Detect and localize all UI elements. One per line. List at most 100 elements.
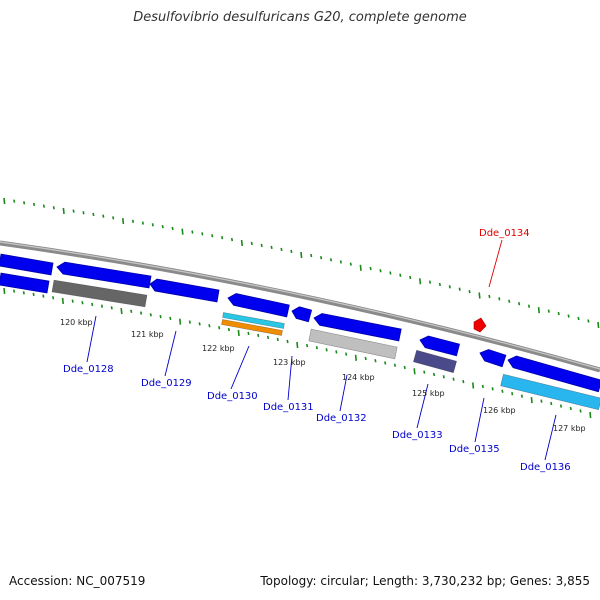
inner-tick (511, 392, 514, 396)
feature-bar-cyan (222, 312, 285, 329)
inner-tick (198, 322, 201, 326)
inner-tick (345, 352, 348, 356)
outer-tick (102, 214, 105, 218)
outer-tick (221, 236, 224, 240)
inner-tick (423, 370, 426, 374)
inner-tick (393, 363, 397, 367)
inner-tick (52, 296, 55, 300)
inner-tick (462, 379, 465, 384)
inner-tick (296, 341, 299, 349)
outer-tick (300, 251, 303, 259)
inner-tick (315, 346, 318, 350)
outer-tick (359, 264, 362, 271)
outer-tick (547, 309, 550, 313)
highlight-marker (473, 317, 487, 333)
inner-tick (550, 401, 553, 406)
outer-tick (597, 321, 600, 329)
gene-arrow (0, 272, 50, 294)
backbone-line (0, 240, 600, 373)
outer-tick (498, 297, 501, 301)
map-title: Desulfovibrio desulfuricans G20, complet… (133, 10, 467, 25)
inner-tick (559, 404, 563, 408)
outer-tick (3, 197, 6, 205)
outer-tick (201, 232, 204, 236)
outer-tick (508, 299, 511, 303)
inner-tick (12, 289, 16, 293)
feature-bar-lightblue (500, 373, 600, 411)
kbp-labels: 120 kbp 121 kbp 122 kbp 123 kbp 124 kbp 125 k… (60, 318, 586, 433)
gene-leader-line (86, 315, 97, 363)
gene-label: Dde_0130 (207, 391, 258, 402)
inner-tick (159, 314, 162, 319)
gene-leader-line (164, 330, 177, 377)
outer-tick (270, 245, 273, 250)
outer-tick (349, 262, 352, 266)
inner-tick (91, 302, 94, 307)
outer-tick (468, 289, 471, 294)
outer-tick (557, 311, 560, 316)
gene-labels: Dde_0128 Dde_0129 Dde_0130 Dde_0131Dde_0132… (63, 228, 571, 473)
gene-label: Dde_0132 (316, 413, 367, 424)
outer-tick (72, 209, 75, 213)
gene-label: Dde_0131 (263, 402, 314, 413)
outer-tick (339, 260, 342, 264)
inner-tick (276, 337, 279, 342)
outer-tick (567, 314, 570, 318)
kbp-label: 127 kbp (553, 424, 586, 433)
outer-tick (310, 253, 313, 258)
gene-arrow (149, 278, 220, 303)
kbp-label: 121 kbp (131, 330, 164, 339)
gene-arrow (313, 313, 402, 342)
gene-leader-line (287, 355, 293, 401)
outer-tick (587, 319, 590, 323)
gene-label: Dde_0128 (63, 364, 114, 375)
inner-tick (3, 287, 6, 295)
outer-tick (141, 221, 144, 225)
outer-tick (329, 258, 333, 262)
kbp-label: 124 kbp (342, 373, 375, 382)
outer-tick (191, 230, 194, 234)
inner-tick (481, 384, 484, 389)
gene-arrow (56, 261, 152, 289)
inner-tick (32, 292, 35, 297)
gene-label: Dde_0129 (141, 378, 192, 389)
inner-tick (110, 306, 113, 310)
outer-tick (419, 278, 422, 285)
outer-tick (458, 287, 461, 291)
kbp-label: 122 kbp (202, 344, 235, 353)
outer-tick (438, 282, 441, 287)
inner-tick (120, 308, 123, 315)
outer-tick (151, 223, 154, 227)
outer-tick (131, 219, 135, 223)
inner-tick (42, 294, 45, 298)
inner-tick (237, 329, 240, 337)
gene-features (0, 253, 600, 411)
outer-tick (290, 249, 293, 254)
gene-label: Dde_0136 (520, 462, 571, 473)
inner-tick (491, 387, 494, 391)
inner-tick (413, 368, 416, 375)
outer-tick (211, 234, 214, 238)
inner-tick (452, 377, 455, 381)
inner-tick (501, 389, 504, 393)
outer-tick (230, 237, 234, 242)
outer-tick (527, 304, 531, 308)
outer-tick (122, 218, 125, 225)
outer-tick (171, 226, 174, 231)
feature-bar-orange (221, 319, 283, 336)
outer-tick (82, 211, 85, 215)
outer-tick (52, 206, 55, 210)
inner-tick (520, 394, 524, 398)
kbp-label: 120 kbp (60, 318, 93, 327)
inner-tick (71, 299, 74, 303)
outer-tick (23, 201, 26, 205)
inner-tick (81, 301, 84, 305)
inner-tick (530, 397, 533, 404)
outer-tick (577, 316, 580, 321)
backbone-highlight (0, 241, 600, 370)
outer-tick (518, 302, 521, 306)
inner-tick (179, 318, 182, 325)
inner-tick (442, 375, 445, 379)
inner-tick (218, 326, 221, 330)
